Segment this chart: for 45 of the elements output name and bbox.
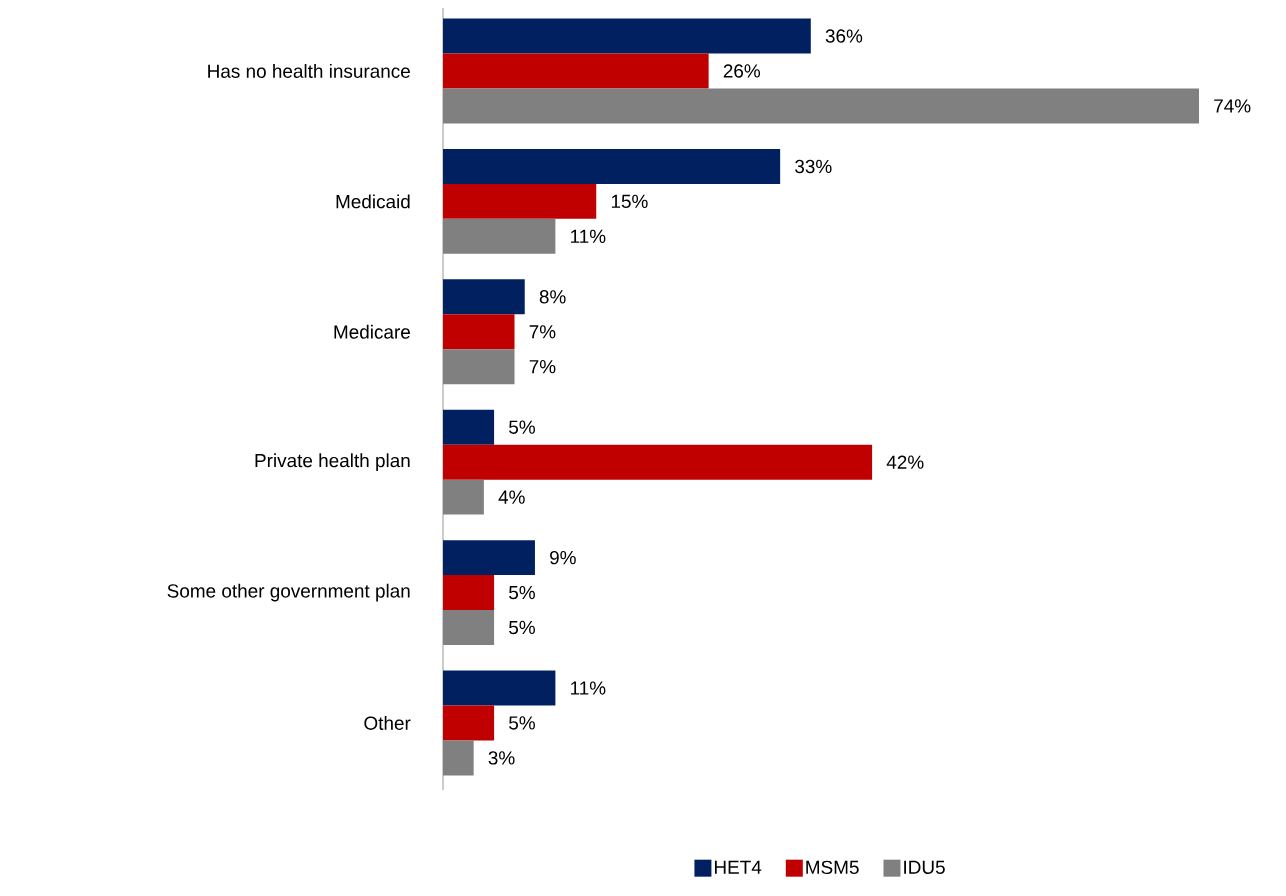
data-label: 5%	[509, 420, 535, 434]
data-label: 7%	[529, 325, 556, 339]
y-tick-label: Private health plan	[255, 453, 410, 471]
bar	[443, 314, 515, 350]
bar	[443, 53, 709, 89]
legend-label: HET4	[714, 860, 762, 874]
data-label: 5%	[509, 585, 535, 600]
bar	[443, 740, 474, 776]
y-tick-label: Other	[364, 716, 411, 730]
data-label: 5%	[509, 716, 535, 730]
y-tick-label: Has no health insurance	[208, 64, 410, 78]
bar	[443, 479, 484, 515]
data-label: 42%	[886, 455, 924, 469]
bar	[443, 444, 873, 480]
bar	[443, 610, 495, 645]
bar	[443, 218, 556, 254]
y-tick-label: Medicaid	[336, 194, 410, 209]
data-label: 11%	[571, 681, 606, 695]
bar	[443, 88, 1200, 124]
bar	[443, 18, 811, 54]
data-label: 74%	[1214, 99, 1251, 113]
legend-label: MSM5	[806, 860, 859, 875]
data-label: 33%	[795, 159, 832, 174]
bar	[443, 183, 597, 219]
data-label: 36%	[825, 29, 863, 43]
data-label: 4%	[498, 490, 525, 504]
bar	[443, 279, 525, 315]
data-label: 8%	[539, 290, 566, 304]
bar	[443, 148, 781, 184]
bar	[443, 409, 495, 445]
data-label: 3%	[488, 751, 515, 765]
legend-label: IDU5	[904, 860, 945, 874]
bar	[443, 670, 556, 706]
data-label: 11%	[571, 229, 606, 243]
data-label: 15%	[611, 194, 648, 209]
bar	[443, 349, 515, 385]
y-tick-label: Medicare	[334, 324, 410, 339]
bar	[443, 705, 495, 741]
data-label: 26%	[723, 64, 761, 78]
bar	[443, 575, 495, 611]
data-label: 7%	[529, 360, 556, 374]
bar	[443, 540, 535, 576]
y-tick-label: Some other government plan	[167, 583, 410, 602]
data-label: 9%	[550, 550, 576, 565]
data-label: 5%	[509, 620, 535, 635]
